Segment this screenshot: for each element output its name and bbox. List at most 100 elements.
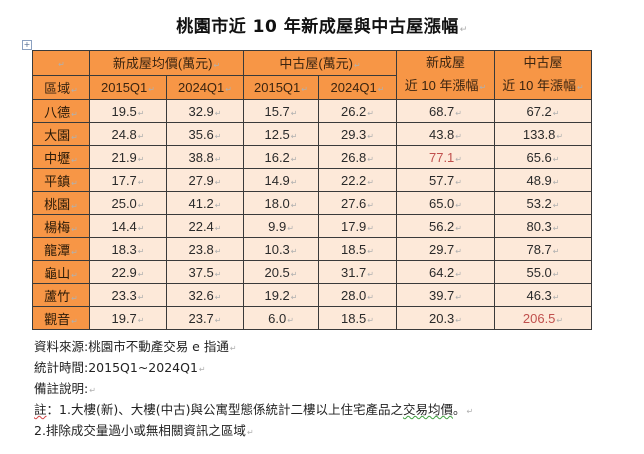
cell-new-2015: 24.8↵: [89, 122, 167, 146]
header-new-2024: 2024Q1↵: [166, 74, 244, 100]
cell-used-growth: 67.2↵: [494, 99, 592, 123]
notes-section: 資料來源:桃園市不動產交易 e 指通↵ 統計時間:2015Q1~2024Q1↵ …: [34, 336, 473, 441]
cell-used-growth: 53.2↵: [494, 191, 592, 215]
table-row: 楊梅↵ 14.4↵ 22.4↵ 9.9↵ 17.9↵ 56.2↵ 80.3↵: [32, 214, 592, 238]
cell-used-2024: 17.9↵: [318, 214, 397, 238]
cell-new-growth: 43.8↵: [396, 122, 495, 146]
period-line: 統計時間:2015Q1~2024Q1↵: [34, 360, 206, 375]
header-row-2: 區域↵ 2015Q1↵ 2024Q1↵ 2015Q1↵ 2024Q1↵: [32, 74, 592, 100]
cell-new-2024: 22.4↵: [166, 214, 244, 238]
cell-used-2015: 19.2↵: [243, 283, 319, 307]
cell-new-2024: 32.6↵: [166, 283, 244, 307]
cell-used-growth: 65.6↵: [494, 145, 592, 169]
cell-used-2024: 31.7↵: [318, 260, 397, 284]
cell-used-2015: 9.9↵: [243, 214, 319, 238]
cell-used-2015: 6.0↵: [243, 306, 319, 330]
cell-area: 大園↵: [32, 122, 90, 146]
document-title: 桃園市近 10 年新成屋與中古屋漲幅↵: [0, 12, 644, 37]
cell-used-2024: 18.5↵: [318, 306, 397, 330]
cell-area: 龍潭↵: [32, 237, 90, 261]
header-blank-cell: ↵: [32, 50, 90, 76]
table-row: 大園↵ 24.8↵ 35.6↵ 12.5↵ 29.3↵ 43.8↵ 133.8↵: [32, 122, 592, 146]
cell-area: 觀音↵: [32, 306, 90, 330]
cell-used-2024: 29.3↵: [318, 122, 397, 146]
source-line: 資料來源:桃園市不動產交易 e 指通↵: [34, 339, 237, 354]
cell-used-growth: 78.7↵: [494, 237, 592, 261]
header-used-house-price: 中古屋(萬元)↵: [243, 50, 397, 76]
header-row-1: ↵ 新成屋均價(萬元)↵ 中古屋(萬元)↵ 新成屋 近 10 年漲幅↵ 中古屋 …: [32, 50, 592, 100]
cell-area: 平鎮↵: [32, 168, 90, 192]
cell-used-growth: 206.5↵: [494, 306, 592, 330]
cell-new-2024: 41.2↵: [166, 191, 244, 215]
cell-new-2024: 23.7↵: [166, 306, 244, 330]
cell-new-2015: 19.5↵: [89, 99, 167, 123]
cell-used-2015: 18.0↵: [243, 191, 319, 215]
header-new-house-growth: 新成屋 近 10 年漲幅↵: [396, 50, 495, 100]
header-used-house-growth: 中古屋 近 10 年漲幅↵: [494, 50, 592, 100]
table-row: 龍潭↵ 18.3↵ 23.8↵ 10.3↵ 18.5↵ 29.7↵ 78.7↵: [32, 237, 592, 261]
cell-area: 龜山↵: [32, 260, 90, 284]
paragraph-mark-icon: ↵: [459, 25, 468, 35]
cell-new-2015: 17.7↵: [89, 168, 167, 192]
cell-new-2024: 38.8↵: [166, 145, 244, 169]
cell-new-2024: 37.5↵: [166, 260, 244, 284]
cell-used-growth: 133.8↵: [494, 122, 592, 146]
cell-area: 桃園↵: [32, 191, 90, 215]
cell-new-growth: 39.7↵: [396, 283, 495, 307]
cell-new-2015: 22.9↵: [89, 260, 167, 284]
cell-used-2015: 12.5↵: [243, 122, 319, 146]
header-new-2015: 2015Q1↵: [89, 74, 167, 100]
cell-used-2015: 10.3↵: [243, 237, 319, 261]
note-1: 註：1.大樓(新)、大樓(中古)與公寓型態係統計二樓以上住宅產品之交易均價。↵: [34, 402, 474, 417]
cell-used-2015: 16.2↵: [243, 145, 319, 169]
cell-new-2024: 23.8↵: [166, 237, 244, 261]
cell-new-growth: 29.7↵: [396, 237, 495, 261]
header-new-house-price: 新成屋均價(萬元)↵: [89, 50, 244, 76]
cell-used-2024: 27.6↵: [318, 191, 397, 215]
cell-new-growth: 20.3↵: [396, 306, 495, 330]
cell-used-growth: 46.3↵: [494, 283, 592, 307]
cell-new-2024: 35.6↵: [166, 122, 244, 146]
cell-new-2015: 19.7↵: [89, 306, 167, 330]
title-text: 桃園市近 10 年新成屋與中古屋漲幅: [176, 17, 459, 37]
cell-new-growth: 64.2↵: [396, 260, 495, 284]
table-move-handle-icon[interactable]: +: [22, 40, 32, 50]
cell-new-2015: 21.9↵: [89, 145, 167, 169]
cell-used-2024: 26.8↵: [318, 145, 397, 169]
cell-area: 八德↵: [32, 99, 90, 123]
table-row: 桃園↵ 25.0↵ 41.2↵ 18.0↵ 27.6↵ 65.0↵ 53.2↵: [32, 191, 592, 215]
cell-used-growth: 55.0↵: [494, 260, 592, 284]
cell-used-2024: 28.0↵: [318, 283, 397, 307]
cell-new-2024: 27.9↵: [166, 168, 244, 192]
cell-used-2015: 14.9↵: [243, 168, 319, 192]
cell-area: 楊梅↵: [32, 214, 90, 238]
table-row: 龜山↵ 22.9↵ 37.5↵ 20.5↵ 31.7↵ 64.2↵ 55.0↵: [32, 260, 592, 284]
cell-used-2015: 15.7↵: [243, 99, 319, 123]
cell-used-2024: 18.5↵: [318, 237, 397, 261]
cell-area: 中壢↵: [32, 145, 90, 169]
cell-new-growth: 57.7↵: [396, 168, 495, 192]
cell-new-2015: 18.3↵: [89, 237, 167, 261]
header-area: 區域↵: [32, 74, 90, 100]
remark-heading: 備註說明:↵: [34, 381, 96, 396]
cell-area: 蘆竹↵: [32, 283, 90, 307]
price-growth-table: ↵ 新成屋均價(萬元)↵ 中古屋(萬元)↵ 新成屋 近 10 年漲幅↵ 中古屋 …: [32, 50, 592, 330]
cell-new-2024: 32.9↵: [166, 99, 244, 123]
table-row: 觀音↵ 19.7↵ 23.7↵ 6.0↵ 18.5↵ 20.3↵ 206.5↵: [32, 306, 592, 330]
cell-new-growth: 77.1↵: [396, 145, 495, 169]
cell-new-2015: 25.0↵: [89, 191, 167, 215]
cell-used-growth: 80.3↵: [494, 214, 592, 238]
cell-new-2015: 23.3↵: [89, 283, 167, 307]
cell-new-2015: 14.4↵: [89, 214, 167, 238]
cell-new-growth: 65.0↵: [396, 191, 495, 215]
note-2: 2.排除成交量過小或無相關資訊之區域↵: [34, 423, 254, 438]
table-row: 平鎮↵ 17.7↵ 27.9↵ 14.9↵ 22.2↵ 57.7↵ 48.9↵: [32, 168, 592, 192]
table-row: 八德↵ 19.5↵ 32.9↵ 15.7↵ 26.2↵ 68.7↵ 67.2↵: [32, 99, 592, 123]
cell-new-growth: 68.7↵: [396, 99, 495, 123]
table-row: 中壢↵ 21.9↵ 38.8↵ 16.2↵ 26.8↵ 77.1↵ 65.6↵: [32, 145, 592, 169]
cell-new-growth: 56.2↵: [396, 214, 495, 238]
cell-used-2024: 26.2↵: [318, 99, 397, 123]
table-row: 蘆竹↵ 23.3↵ 32.6↵ 19.2↵ 28.0↵ 39.7↵ 46.3↵: [32, 283, 592, 307]
header-used-2024: 2024Q1↵: [318, 74, 397, 100]
header-used-2015: 2015Q1↵: [243, 74, 319, 100]
